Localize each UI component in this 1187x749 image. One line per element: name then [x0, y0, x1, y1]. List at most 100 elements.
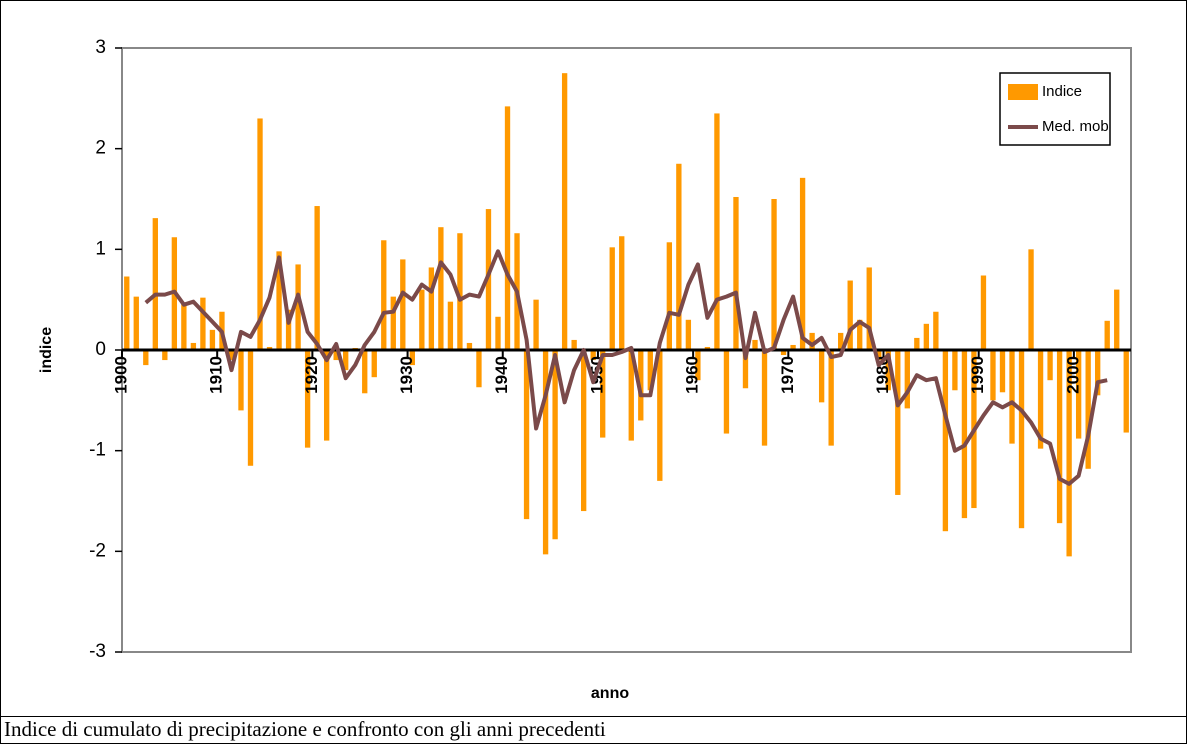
legend-swatch	[1008, 84, 1038, 100]
bar	[323, 350, 330, 441]
bar	[1085, 350, 1091, 469]
bar	[533, 299, 539, 350]
x-tick-label: 1910	[207, 356, 226, 394]
bar	[838, 332, 844, 350]
y-tick-label: 1	[95, 238, 106, 259]
bar	[809, 332, 815, 350]
bar	[704, 346, 711, 350]
bar	[428, 267, 435, 350]
bar	[504, 106, 511, 351]
bar	[466, 342, 473, 350]
bar	[876, 350, 882, 361]
x-tick-label: 1920	[302, 356, 321, 394]
bar	[780, 350, 787, 356]
bar	[143, 350, 149, 366]
x-tick-label: 1930	[397, 356, 416, 394]
bar	[923, 323, 930, 350]
bar	[228, 350, 235, 361]
bar	[847, 280, 853, 350]
bar	[1114, 289, 1120, 350]
x-tick-label: 2000	[1063, 356, 1082, 394]
bar	[895, 350, 901, 495]
bar	[933, 311, 939, 350]
bar	[561, 73, 568, 351]
bar	[162, 350, 168, 361]
bar	[1056, 350, 1063, 524]
bar	[1018, 350, 1025, 529]
bar	[676, 163, 682, 350]
bar	[1123, 350, 1129, 433]
bar	[685, 319, 692, 350]
bar	[304, 350, 311, 448]
bar	[952, 350, 958, 391]
bar	[999, 350, 1006, 393]
bar	[600, 350, 606, 438]
bar	[276, 251, 282, 350]
bar	[714, 113, 720, 350]
bar	[552, 350, 558, 540]
x-tick-label: 1990	[968, 356, 987, 394]
bar	[314, 206, 320, 350]
x-tick-label: 1960	[683, 356, 702, 394]
bar	[771, 199, 777, 350]
y-tick-label: -3	[89, 641, 106, 662]
bar	[371, 350, 377, 378]
bar	[961, 350, 968, 519]
bar	[1075, 350, 1082, 439]
bar	[1095, 350, 1101, 396]
bar	[400, 259, 406, 350]
legend-label: Med. mob	[1042, 118, 1109, 135]
y-tick-label: -1	[89, 440, 106, 461]
bar	[818, 350, 825, 403]
bar	[666, 242, 673, 350]
bar	[381, 240, 387, 350]
y-tick-label: 3	[95, 37, 106, 58]
bar	[343, 350, 349, 371]
bar	[295, 264, 301, 350]
y-tick-label: 2	[95, 138, 106, 159]
bar	[247, 350, 254, 466]
bar	[333, 350, 339, 361]
bar	[1009, 350, 1015, 444]
bar	[542, 350, 549, 555]
y-axis-label: indice	[38, 327, 55, 373]
bar	[238, 350, 244, 411]
bar	[580, 350, 587, 512]
legend-label: Indice	[1042, 83, 1082, 100]
bar	[914, 337, 920, 350]
bar	[266, 346, 273, 350]
y-tick-label: 0	[95, 339, 106, 360]
bar	[980, 275, 987, 350]
caption: Indice di cumulato di precipitazione e c…	[4, 717, 606, 741]
y-tick-label: -2	[89, 540, 106, 561]
bar	[1037, 350, 1044, 449]
bar	[152, 218, 158, 350]
x-tick-label: 1900	[111, 356, 130, 394]
bar	[857, 319, 863, 350]
x-axis-label: anno	[591, 685, 629, 702]
bar	[942, 350, 949, 532]
bar	[647, 350, 653, 391]
bar	[390, 296, 396, 350]
bar	[181, 302, 187, 350]
x-tick-label: 1970	[778, 356, 797, 394]
bar	[990, 350, 996, 401]
bar	[419, 289, 425, 350]
moving-average-line	[144, 249, 1108, 486]
bar	[1028, 249, 1034, 350]
bar	[133, 296, 139, 350]
bar	[695, 350, 701, 381]
bar	[200, 297, 206, 350]
bar	[1104, 320, 1110, 350]
bar	[285, 309, 292, 350]
bar	[904, 350, 910, 409]
bar	[628, 350, 634, 441]
bar	[495, 316, 501, 350]
bar	[457, 233, 463, 350]
bar	[657, 350, 663, 481]
bar	[1047, 350, 1053, 381]
bar	[619, 236, 625, 350]
bar	[257, 118, 263, 350]
bar	[790, 344, 796, 350]
